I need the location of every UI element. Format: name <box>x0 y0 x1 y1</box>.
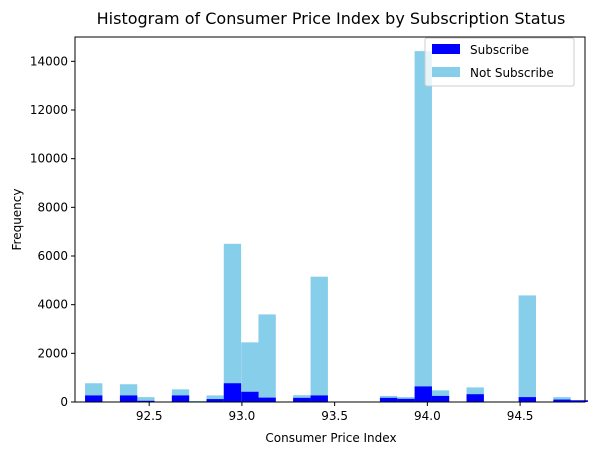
bar-subscribe-13 <box>431 395 450 402</box>
bar-subscribe-1 <box>119 395 138 402</box>
y-tick-label: 14000 <box>30 54 68 68</box>
bar-subscribe-5 <box>223 383 242 402</box>
x-tick-label: 93.5 <box>321 409 348 423</box>
bar-subscribe-0 <box>85 395 103 402</box>
y-tick-label: 4000 <box>37 298 68 312</box>
bar-subscribe-9 <box>310 395 328 402</box>
bar-subscribe-7 <box>258 397 276 402</box>
bar-not-subscribe-6 <box>223 243 242 402</box>
x-tick-label: 94.0 <box>414 409 441 423</box>
y-tick-label: 12000 <box>30 103 68 117</box>
y-tick-label: 2000 <box>37 346 68 360</box>
plot-frame <box>74 36 586 403</box>
chart-title: Histogram of Consumer Price Index by Sub… <box>97 9 566 28</box>
y-tick-label: 8000 <box>37 200 68 214</box>
legend: Subscribe Not Subscribe <box>424 37 575 87</box>
bar-subscribe-12 <box>414 386 432 402</box>
bar-not-subscribe-2 <box>137 397 155 402</box>
bar-subscribe-10 <box>379 397 398 402</box>
legend-box <box>424 37 575 87</box>
bar-subscribe-6 <box>241 391 259 402</box>
bar-not-subscribe-13 <box>414 51 432 403</box>
bar-not-subscribe-16 <box>518 295 536 402</box>
legend-swatch-subscribe <box>432 44 460 54</box>
bar-subscribe-2 <box>137 400 155 402</box>
legend-swatch-not-subscribe <box>432 67 460 77</box>
y-axis-label: Frequency <box>10 189 24 251</box>
legend-label-not-subscribe: Not Subscribe <box>470 66 554 80</box>
x-tick-label: 94.5 <box>507 409 534 423</box>
bar-not-subscribe-10 <box>310 276 328 402</box>
bar-subscribe-14 <box>466 394 484 402</box>
bar-subscribe-4 <box>206 399 224 402</box>
bar-subscribe-16 <box>553 399 571 402</box>
y-tick-label: 6000 <box>37 249 68 263</box>
bar-not-subscribe-7 <box>241 342 259 402</box>
legend-label-subscribe: Subscribe <box>470 43 529 57</box>
subscribe-bars <box>85 383 588 402</box>
bar-not-subscribe-17 <box>553 397 571 402</box>
bar-not-subscribe-8 <box>258 314 276 402</box>
x-axis-label: Consumer Price Index <box>265 431 396 445</box>
y-axis-ticks: 0 2000 4000 6000 8000 10000 12000 14000 <box>30 54 75 409</box>
bar-subscribe-15 <box>518 397 536 402</box>
x-axis-ticks: 92.5 93.0 93.5 94.0 94.5 <box>136 402 534 423</box>
bar-subscribe-8 <box>293 397 311 402</box>
bar-not-subscribe-5 <box>206 395 224 402</box>
bar-subscribe-17 <box>570 400 588 402</box>
bar-subscribe-11 <box>397 398 415 402</box>
not-subscribe-bars <box>85 51 588 403</box>
x-tick-label: 93.0 <box>229 409 256 423</box>
bar-subscribe-3 <box>171 395 190 402</box>
y-tick-label: 10000 <box>30 152 68 166</box>
x-tick-label: 92.5 <box>136 409 163 423</box>
y-tick-label: 0 <box>60 395 68 409</box>
